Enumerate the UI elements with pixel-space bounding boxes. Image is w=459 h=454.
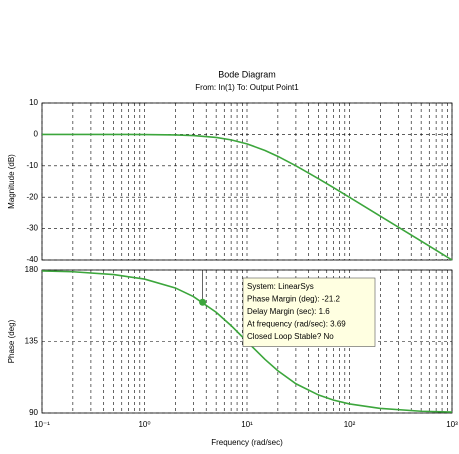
y-tick-label: 0 <box>34 130 39 139</box>
y-tick-label: 135 <box>25 337 39 346</box>
line <box>42 133 453 261</box>
y-tick-label: -30 <box>26 224 38 233</box>
annotation-text: Phase Margin (deg): -21.2 <box>247 295 340 304</box>
x-axis-label: Frequency (rad/sec) <box>211 438 283 447</box>
chart-subtitle: From: In(1) To: Output Point1 <box>195 83 299 92</box>
y-axis-label: Magnitude (dB) <box>7 154 16 209</box>
x-tick-label: 10¹ <box>241 420 253 429</box>
x-tick-label: 10⁻¹ <box>34 420 50 429</box>
y-tick-label: -20 <box>26 192 38 201</box>
annotation-text: Closed Loop Stable? No <box>247 332 334 341</box>
marker <box>199 298 207 306</box>
y-tick-label: 10 <box>29 98 38 107</box>
line <box>41 270 453 413</box>
x-tick-label: 10² <box>344 420 356 429</box>
y-tick-label: 180 <box>25 265 39 274</box>
x-tick-label: 10³ <box>446 420 458 429</box>
y-tick-label: -40 <box>26 255 38 264</box>
x-tick-label: 10⁰ <box>138 420 150 429</box>
annotation-box <box>242 277 376 347</box>
y-tick-label: -10 <box>26 161 38 170</box>
chart-title: Bode Diagram <box>218 69 276 79</box>
annotation-text: System: LinearSys <box>247 282 314 291</box>
y-axis-label: Phase (deg) <box>7 319 16 363</box>
annotation-text: Delay Margin (sec): 1.6 <box>247 307 330 316</box>
y-tick-label: 90 <box>29 408 38 417</box>
annotation-text: At frequency (rad/sec): 3.69 <box>247 320 346 329</box>
